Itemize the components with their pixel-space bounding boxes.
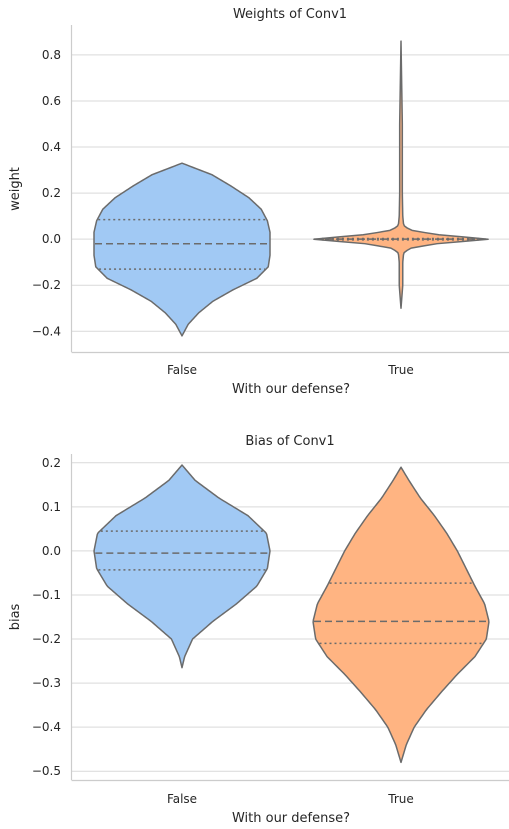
violin-false xyxy=(93,464,271,669)
y-tick-label: 0.0 xyxy=(42,232,61,246)
violin-true xyxy=(312,466,490,764)
y-tick-labels: −0.4 −0.2 0.0 0.2 0.4 0.6 0.8 xyxy=(32,48,61,338)
x-tick-label-false: False xyxy=(167,792,197,806)
y-tick-label: −0.2 xyxy=(32,278,61,292)
x-tick-label-true: True xyxy=(387,363,414,377)
chart-bias-panel: Bias of Conv1 −0.5 −0.4 −0.3 −0.2 −0.1 0.0 0.1… xyxy=(8,434,509,826)
y-tick-label: 0.2 xyxy=(42,456,61,470)
violins xyxy=(93,464,490,764)
y-axis-title: bias xyxy=(8,603,23,630)
y-axis-title: weight xyxy=(8,167,23,211)
y-tick-label: 0.8 xyxy=(42,48,61,62)
violin-true xyxy=(313,40,489,309)
y-tick-label: 0.6 xyxy=(42,94,61,108)
y-tick-label: −0.2 xyxy=(32,632,61,646)
x-axis-title: With our defense? xyxy=(232,382,350,397)
y-tick-label: −0.4 xyxy=(32,324,61,338)
violin-false xyxy=(93,162,271,337)
y-tick-label: −0.5 xyxy=(32,764,61,778)
y-tick-labels: −0.5 −0.4 −0.3 −0.2 −0.1 0.0 0.1 0.2 xyxy=(32,456,61,778)
y-tick-label: −0.3 xyxy=(32,676,61,690)
x-axis-title: With our defense? xyxy=(232,811,350,826)
violins xyxy=(93,40,489,337)
chart-weights-panel: Weights of Conv1 −0.4 −0.2 0.0 0.2 0.4 0.6 0.8… xyxy=(8,7,509,397)
y-tick-label: 0.4 xyxy=(42,140,61,154)
y-tick-label: 0.2 xyxy=(42,186,61,200)
y-tick-label: 0.1 xyxy=(42,500,61,514)
chart-title: Weights of Conv1 xyxy=(233,7,347,22)
x-tick-label-true: True xyxy=(387,792,414,806)
y-tick-label: −0.4 xyxy=(32,720,61,734)
chart-title: Bias of Conv1 xyxy=(245,434,334,449)
y-tick-label: −0.1 xyxy=(32,588,61,602)
y-tick-label: 0.0 xyxy=(42,544,61,558)
x-tick-label-false: False xyxy=(167,363,197,377)
